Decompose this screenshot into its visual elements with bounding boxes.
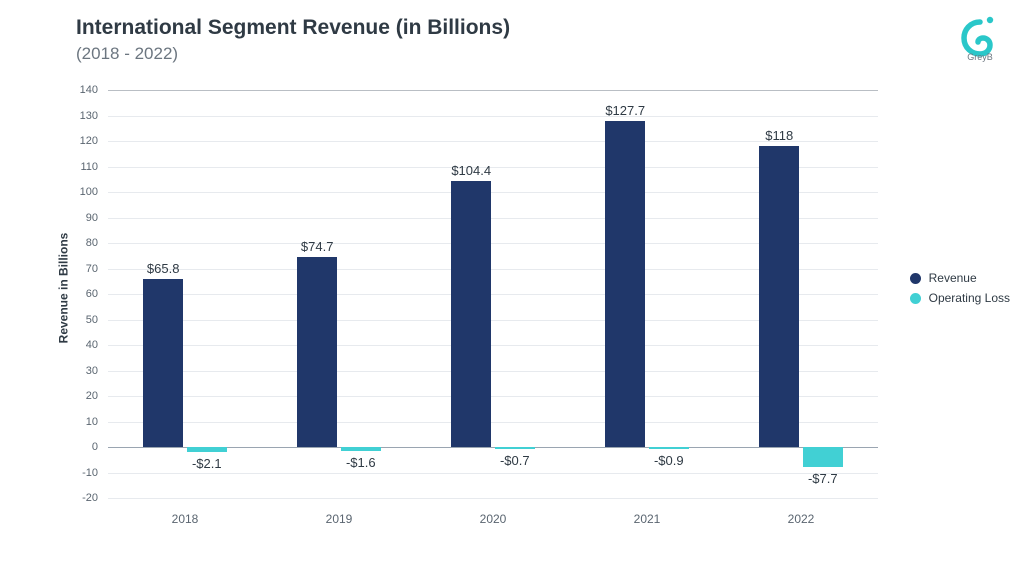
revenue-bar [451,181,491,447]
gridline [108,90,878,91]
y-tick-label: 50 [68,314,98,326]
brand-name: GreyB [967,52,993,62]
revenue-chart: -20-100102030405060708090100110120130140… [74,86,884,522]
legend-swatch [910,293,921,304]
operating-loss-bar [495,447,535,449]
operating-loss-bar [649,447,689,449]
revenue-bar-label: $65.8 [147,261,180,276]
y-tick-label: 0 [68,441,98,453]
brand-logo: GreyB [956,14,1004,62]
revenue-bar-label: $127.7 [605,103,645,118]
revenue-bar [143,279,183,447]
operating-loss-bar-label: -$1.6 [346,455,376,470]
gridline [108,116,878,117]
revenue-bar-label: $74.7 [301,239,334,254]
legend-swatch [910,273,921,284]
gridline [108,498,878,499]
operating-loss-bar [187,447,227,452]
legend-label: Revenue [929,271,977,285]
legend-item: Operating Loss [910,291,1010,305]
operating-loss-bar-label: -$7.7 [808,471,838,486]
legend: Revenue Operating Loss [910,265,1010,311]
x-tick-label: 2019 [326,512,353,526]
x-tick-label: 2021 [634,512,661,526]
y-tick-label: 140 [68,84,98,96]
revenue-bar [759,146,799,447]
y-tick-label: 60 [68,288,98,300]
revenue-bar [297,257,337,447]
y-tick-label: 120 [68,135,98,147]
y-tick-label: 10 [68,416,98,428]
x-tick-label: 2020 [480,512,507,526]
legend-item: Revenue [910,271,1010,285]
y-tick-label: 100 [68,186,98,198]
page-title: International Segment Revenue (in Billio… [76,16,510,40]
operating-loss-bar-label: -$2.1 [192,456,222,471]
gridline [108,141,878,142]
operating-loss-bar-label: -$0.7 [500,453,530,468]
header: International Segment Revenue (in Billio… [76,16,510,64]
y-tick-label: 40 [68,339,98,351]
y-tick-label: -10 [68,467,98,479]
plot-area: -20-100102030405060708090100110120130140… [108,90,878,498]
y-tick-label: 20 [68,390,98,402]
y-tick-label: 80 [68,237,98,249]
y-tick-label: -20 [68,492,98,504]
legend-label: Operating Loss [929,291,1010,305]
revenue-bar-label: $118 [765,128,793,143]
gridline [108,473,878,474]
y-tick-label: 30 [68,365,98,377]
revenue-bar [605,121,645,447]
revenue-bar-label: $104.4 [451,163,491,178]
x-tick-label: 2018 [172,512,199,526]
operating-loss-bar [803,447,843,467]
y-tick-label: 70 [68,263,98,275]
y-tick-label: 130 [68,110,98,122]
operating-loss-bar-label: -$0.9 [654,453,684,468]
y-tick-label: 90 [68,212,98,224]
page-subtitle: (2018 - 2022) [76,44,510,64]
y-tick-label: 110 [68,161,98,173]
operating-loss-bar [341,447,381,451]
x-tick-label: 2022 [788,512,815,526]
